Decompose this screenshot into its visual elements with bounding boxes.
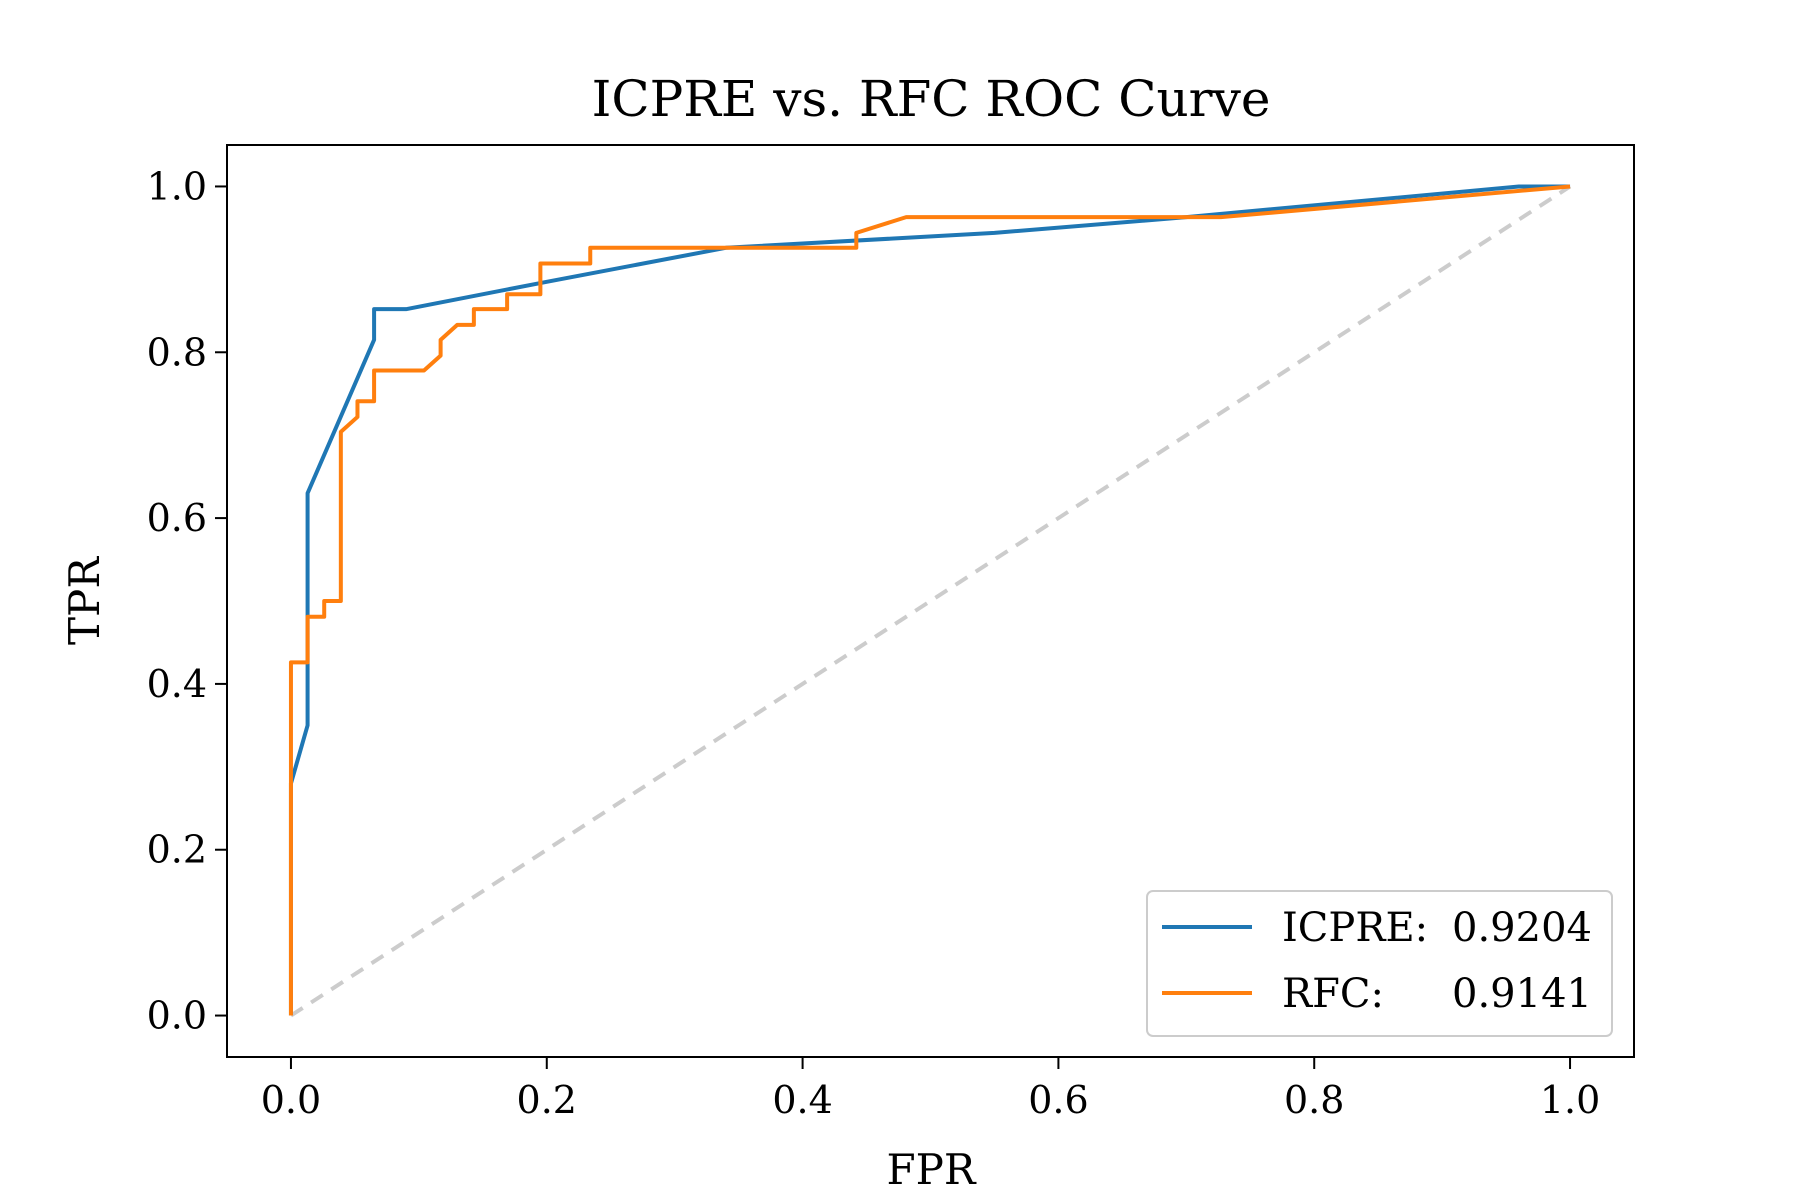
x-tick-label: 1.0 — [1540, 1078, 1600, 1122]
y-axis-ticks: 0.0 0.2 0.4 0.6 0.8 1.0 — [147, 164, 227, 1038]
roc-line-rfc — [288, 184, 1571, 1016]
y-tick-label: 0.6 — [147, 496, 207, 540]
legend: ICPRE: 0.9204 RFC: 0.9141 — [1146, 890, 1613, 1037]
legend-value-icpre: 0.9204 — [1452, 905, 1592, 951]
y-tick-label: 0.4 — [147, 662, 207, 706]
y-tick-label: 0.8 — [147, 330, 207, 374]
legend-label-icpre: ICPRE: — [1282, 905, 1428, 951]
legend-label-rfc: RFC: — [1282, 971, 1384, 1017]
y-tick-label: 0.2 — [147, 828, 207, 872]
series-layer — [288, 184, 1571, 1016]
x-tick-label: 0.6 — [1028, 1078, 1088, 1122]
x-axis-label: FPR — [886, 1145, 976, 1194]
y-tick-label: 0.0 — [147, 994, 207, 1038]
roc-line-icpre — [288, 184, 1571, 1016]
x-tick-label: 0.8 — [1284, 1078, 1344, 1122]
x-tick-label: 0.0 — [261, 1078, 321, 1122]
plot-frame — [226, 144, 1635, 1058]
x-axis-ticks: 0.0 0.2 0.4 0.6 0.8 1.0 — [261, 1057, 1600, 1122]
legend-value-rfc: 0.9141 — [1452, 971, 1592, 1017]
legend-box — [1146, 890, 1613, 1037]
y-axis-label: TPR — [60, 556, 109, 645]
x-tick-label: 0.4 — [772, 1078, 832, 1122]
y-tick-label: 1.0 — [147, 164, 207, 208]
x-tick-label: 0.2 — [517, 1078, 577, 1122]
chart-title: ICPRE vs. RFC ROC Curve — [592, 70, 1271, 128]
